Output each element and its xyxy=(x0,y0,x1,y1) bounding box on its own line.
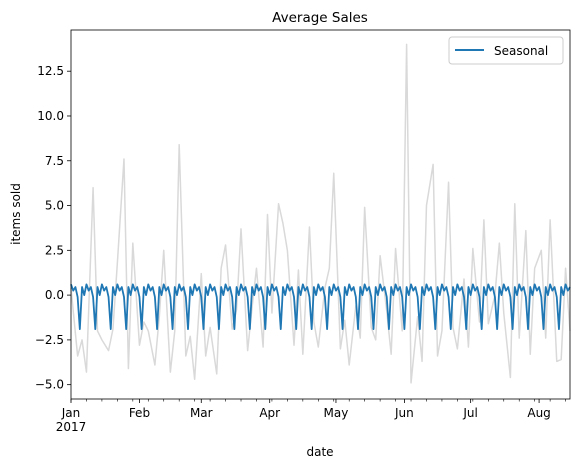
x-tick-label: Feb xyxy=(129,406,150,420)
plot-area xyxy=(71,30,570,399)
x-tick-label: Jun xyxy=(394,406,414,420)
y-tick-label: 10.0 xyxy=(37,109,64,123)
x-tick-label: May xyxy=(324,406,349,420)
observed-line xyxy=(70,43,571,384)
x-tick-label: Apr xyxy=(259,406,280,420)
x-tick-label: Jan xyxy=(61,406,81,420)
seasonal-series-layer xyxy=(70,283,571,331)
seasonal-line xyxy=(70,283,571,331)
legend-frame xyxy=(448,36,564,65)
observed-series-layer xyxy=(70,43,571,384)
legend: Seasonal xyxy=(448,36,564,65)
y-tick-label: 7.5 xyxy=(45,154,64,168)
x-tick-label: Mar xyxy=(190,406,213,420)
y-axis: −5.0 −2.5 0.0 2.5 5.0 7.5 10.0 12.5 xyxy=(35,64,71,392)
x-tick-label: Aug xyxy=(527,406,550,420)
y-tick-label: 2.5 xyxy=(45,243,64,257)
chart-title: Average Sales xyxy=(272,10,368,26)
y-tick-label: 5.0 xyxy=(45,199,64,213)
y-tick-label: 0.0 xyxy=(45,288,64,302)
x-tick-label: Jul xyxy=(462,406,477,420)
y-tick-label: −2.5 xyxy=(35,333,64,347)
y-tick-label: 12.5 xyxy=(37,64,64,78)
y-tick-label: −5.0 xyxy=(35,378,64,392)
x-axis-label: date xyxy=(306,445,333,459)
y-axis-label: items sold xyxy=(9,183,23,245)
x-tick-sublabel: 2017 xyxy=(56,420,87,434)
legend-label-seasonal: Seasonal xyxy=(494,44,548,58)
plot-frame xyxy=(70,29,571,400)
